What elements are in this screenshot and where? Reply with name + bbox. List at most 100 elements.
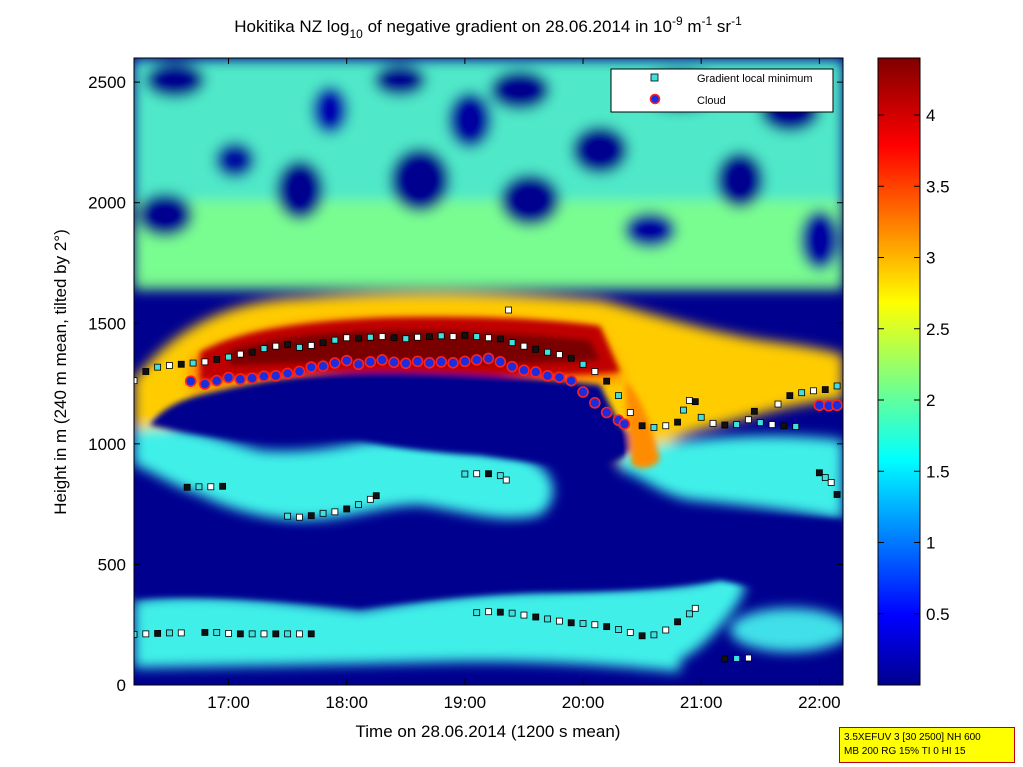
cloud-point (618, 418, 631, 430)
gradient-min-point (768, 421, 776, 428)
y-tick-label: 2500 (88, 73, 126, 92)
gradient-min-point (296, 630, 303, 638)
legend: Gradient local minimum Cloud (610, 68, 834, 113)
gradient-min-point (260, 345, 268, 352)
gradient-min-point (579, 620, 587, 627)
y-tick-label: 1500 (88, 314, 126, 333)
cloud-point (376, 354, 388, 366)
heatmap-field (134, 58, 843, 685)
cloud-point (352, 358, 365, 371)
gradient-min-point (532, 613, 540, 621)
gradient-min-point (780, 422, 788, 430)
gradient-min-point (532, 345, 540, 353)
gradient-min-point (213, 356, 221, 363)
gradient-min-point (402, 335, 410, 343)
gradient-min-point (378, 333, 386, 340)
gradient-min-point (520, 611, 528, 619)
cloud-point (293, 365, 306, 378)
legend-box (610, 68, 834, 113)
x-tick-label: 20:00 (562, 693, 605, 712)
gradient-min-point (615, 392, 622, 400)
gradient-min-point (745, 654, 752, 662)
cloud-point (529, 366, 542, 378)
gradient-min-point (626, 629, 634, 636)
cloud-point (184, 375, 197, 387)
cloud-point (222, 371, 235, 384)
gradient-min-point (496, 608, 504, 616)
gradient-min-point (225, 629, 232, 637)
cloud-point (258, 370, 270, 383)
x-tick-label: 19:00 (444, 693, 487, 712)
gradient-min-point (567, 354, 575, 362)
gradient-min-point (473, 470, 481, 478)
gradient-min-point (821, 386, 829, 393)
gradient-min-point (505, 306, 512, 314)
gradient-min-point (603, 377, 611, 385)
cloud-point (199, 378, 211, 390)
gradient-min-point (296, 513, 303, 521)
x-tick-label: 21:00 (680, 693, 723, 712)
cloud-point (494, 356, 507, 368)
gradient-min-point (449, 333, 457, 340)
colorbar-ticks: 0.5 1 1.5 2 2.5 3 3.5 4 (878, 106, 950, 624)
gradient-min-point (591, 621, 599, 629)
info-line-1: 3.5XEFUV 3 [30 2500] NH 600 (844, 732, 981, 743)
gradient-min-point (827, 479, 835, 486)
cloud-point (388, 356, 400, 369)
gradient-min-point (567, 619, 575, 627)
gradient-min-point (626, 409, 634, 416)
gradient-min-point (691, 604, 699, 612)
cloud-point (506, 360, 518, 373)
x-tick-label: 22:00 (798, 693, 841, 712)
legend-label-cloud: Cloud (697, 95, 726, 107)
cloud-point (600, 406, 613, 419)
cloud-point (518, 364, 530, 377)
y-tick-label: 2000 (88, 194, 126, 213)
gradient-min-point (485, 608, 492, 616)
y-axis: 0 500 1000 1500 2000 2500 (88, 73, 843, 695)
gradient-min-point (544, 348, 551, 356)
colorbar-tick-label: 1.5 (926, 462, 950, 481)
cloud-point (399, 357, 412, 370)
gradient-min-point (721, 655, 729, 663)
gradient-min-point (786, 392, 794, 400)
gradient-min-point (154, 629, 162, 637)
gradient-min-point (674, 418, 681, 426)
gradient-min-point (248, 630, 256, 638)
gradient-min-point (437, 332, 445, 340)
cloud-point (577, 386, 589, 398)
cloud-point (813, 399, 826, 412)
gradient-min-point (508, 339, 516, 346)
y-axis-label: Height in m (240 m mean, tilted by 2°) (51, 229, 70, 515)
gradient-min-point (142, 368, 150, 375)
gradient-min-point (750, 407, 758, 415)
gradient-min-point (142, 630, 150, 638)
cloud-point (565, 374, 578, 387)
gradient-min-point (248, 348, 256, 356)
x-axis: 17:00 18:00 19:00 20:00 21:00 22:00 (207, 58, 841, 712)
gradient-min-point (603, 623, 611, 631)
gradient-min-point (709, 419, 717, 427)
gradient-min-point (195, 483, 203, 491)
gradient-min-point (756, 419, 764, 427)
gradient-min-point (485, 470, 492, 478)
gradient-min-point (798, 389, 806, 397)
chart-title: Hokitika NZ log10 of negative gradient o… (234, 14, 742, 41)
gradient-min-point (272, 630, 280, 638)
gradient-min-point (556, 351, 563, 359)
gradient-min-point (662, 626, 670, 634)
gradient-min-point (284, 630, 292, 638)
gradient-min-point (680, 406, 687, 414)
gradient-min-point (544, 615, 551, 623)
gradient-min-point (236, 350, 244, 358)
gradient-min-point (502, 476, 510, 484)
gradient-min-point (685, 397, 693, 404)
cloud-point (435, 356, 448, 368)
gradient-min-point (134, 630, 138, 638)
cloud-point (589, 397, 601, 409)
gradient-min-point (496, 335, 504, 343)
gradient-min-point (426, 333, 433, 340)
gradient-min-point (284, 341, 292, 348)
x-tick-label: 17:00 (207, 693, 250, 712)
